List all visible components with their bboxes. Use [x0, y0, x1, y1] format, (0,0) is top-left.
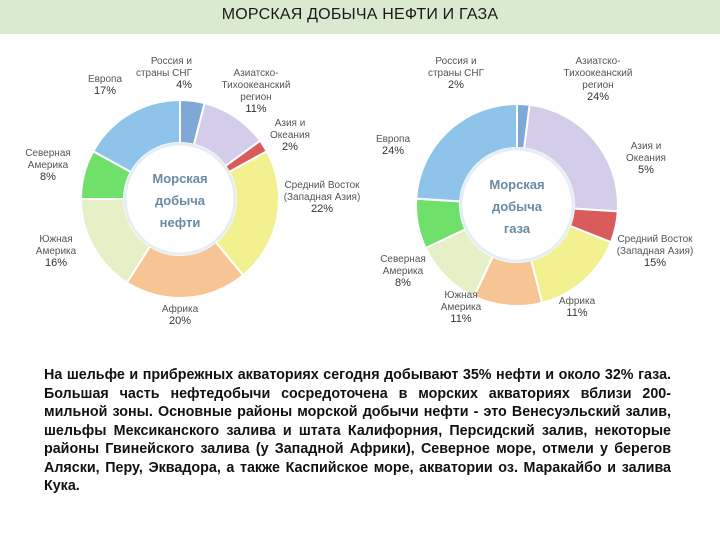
slice-name-label: Южная — [444, 290, 477, 301]
donut-hole — [123, 142, 237, 256]
slice-name-label: регион — [240, 92, 271, 103]
slice-value-label: 2% — [448, 79, 464, 91]
slice-value-label: 4% — [176, 79, 192, 91]
slice-name-label: Азиатско- — [233, 68, 278, 79]
slice-name-label: Азия и — [631, 141, 662, 152]
description-text: На шельфе и прибрежных акваториях сегодн… — [44, 367, 671, 494]
slice-value-label: 24% — [587, 91, 609, 103]
slice-name-label: регион — [582, 80, 613, 91]
slice-value-label: 20% — [169, 315, 191, 327]
slice-name-label: Россия и — [151, 56, 192, 67]
slice-name-label: Северная — [25, 148, 71, 159]
slice-value-label: 11% — [450, 313, 471, 325]
slice-value-label: 17% — [94, 85, 116, 97]
center-label-line: Морская — [152, 171, 207, 186]
slice-value-label: 22% — [311, 203, 333, 215]
center-label-line: газа — [504, 221, 531, 236]
slice-name-label: Америка — [383, 266, 424, 277]
slice-value-label: 5% — [638, 164, 654, 176]
slice-name-label: Средний Восток — [617, 234, 693, 245]
center-label-line: добыча — [492, 199, 543, 214]
slice-name-label: Тихоокеанский — [222, 80, 291, 91]
slice-name-label: Африка — [162, 303, 199, 315]
slice-value-label: 16% — [45, 257, 67, 269]
slice-name-label: Африка — [559, 295, 596, 307]
slice-name-label: страны СНГ — [428, 68, 485, 79]
slice-value-label: 11% — [245, 103, 266, 115]
slice-name-label: Океания — [626, 153, 666, 164]
slice-name-label: Северная — [380, 254, 426, 265]
center-label-line: Морская — [489, 177, 544, 192]
slice-name-label: (Западная Азия) — [284, 192, 361, 203]
slice-name-label: Азия и — [275, 118, 306, 129]
slice-value-label: 8% — [395, 277, 411, 289]
slice-name-label: Россия и — [435, 56, 476, 67]
slice-value-label: 8% — [40, 171, 56, 183]
slice-name-label: Тихоокеанский — [564, 68, 633, 79]
slice-value-label: 2% — [282, 141, 298, 153]
center-label-line: нефти — [160, 215, 201, 230]
slice-name-label: Америка — [441, 302, 482, 313]
slice-value-label: 24% — [382, 145, 404, 157]
page-title: МОРСКАЯ ДОБЫЧА НЕФТИ И ГАЗА — [221, 6, 499, 23]
slice-name-label: Южная — [39, 234, 72, 245]
slice-name-label: (Западная Азия) — [617, 246, 694, 257]
slice-name-label: Америка — [36, 246, 77, 257]
slice-name-label: Америка — [28, 160, 69, 171]
slice-name-label: Океания — [270, 130, 310, 141]
slice-name-label: Азиатско- — [575, 56, 620, 67]
slice-name-label: Европа — [88, 74, 123, 85]
slice-name-label: Европа — [376, 134, 411, 145]
center-label-line: добыча — [155, 193, 206, 208]
slice-value-label: 11% — [566, 307, 587, 319]
donut-hole — [459, 147, 575, 263]
title-bar — [0, 0, 720, 34]
slice-name-label: Средний Восток — [284, 180, 360, 191]
slice-name-label: страны СНГ — [136, 68, 193, 79]
slice-value-label: 15% — [644, 257, 666, 269]
